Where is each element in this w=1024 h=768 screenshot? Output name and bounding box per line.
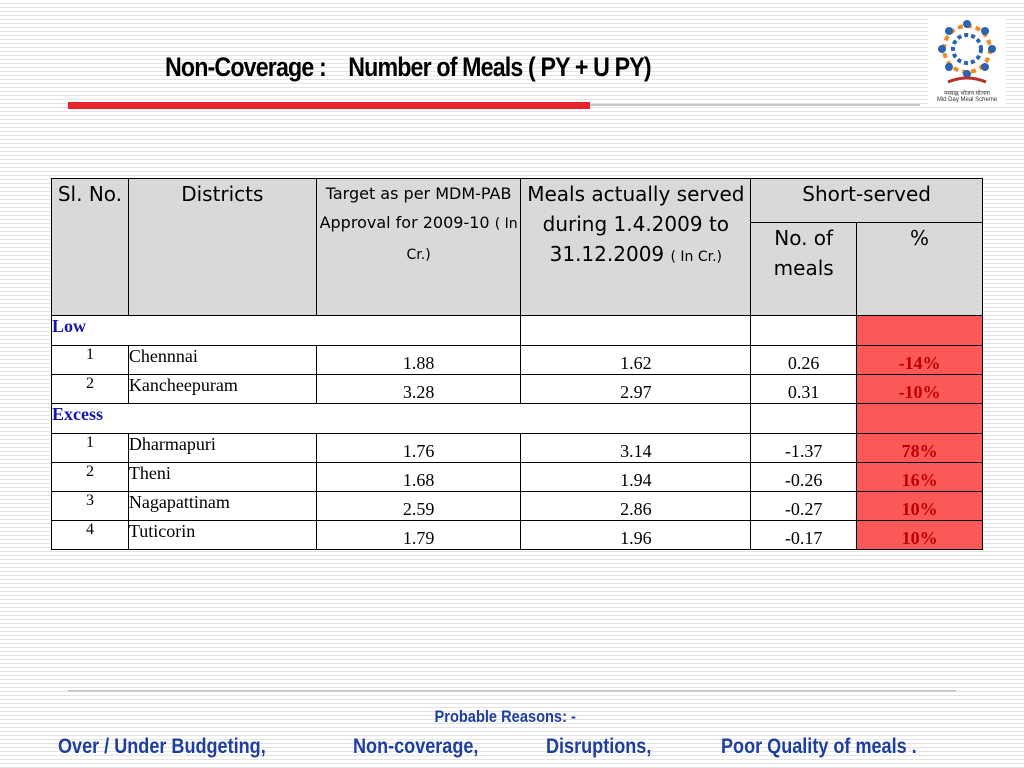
- title-underline-red: [68, 102, 590, 109]
- header-served: Meals actually served during 1.4.2009 to…: [520, 178, 752, 316]
- header-districts: Districts: [127, 178, 317, 316]
- cell-target: 2.59: [315, 491, 522, 521]
- empty-cell: [856, 403, 983, 434]
- reason-item: Over / Under Budgeting,: [58, 735, 266, 758]
- cell-target: 1.79: [315, 520, 522, 550]
- logo-text-english: Mid Day Meal Scheme: [936, 97, 998, 103]
- group-label-low: Low: [50, 315, 522, 346]
- empty-cell: [856, 315, 983, 346]
- cell-target: 1.68: [315, 462, 522, 492]
- header-served-unit: ( In Cr.): [670, 249, 723, 265]
- cell-percent: 10%: [856, 520, 983, 550]
- logo-text-hindi: मध्याह्न भोजन योजना: [944, 91, 990, 97]
- empty-cell: [750, 315, 858, 346]
- cell-sl: 1: [51, 433, 129, 463]
- table-row: 2 Theni 1.68 1.94 -0.26 16%: [51, 462, 983, 492]
- cell-served: 2.86: [520, 491, 752, 521]
- reason-item: Disruptions,: [546, 735, 652, 758]
- cell-district: Chennnai: [127, 345, 317, 375]
- meals-table: Sl. No. Districts Target as per MDM-PAB …: [50, 178, 983, 550]
- group-row-excess: Excess: [50, 403, 983, 434]
- cell-sl: 2: [51, 462, 129, 492]
- cell-sl: 3: [51, 491, 129, 521]
- cell-percent: 16%: [856, 462, 983, 492]
- table-row: 1 Dharmapuri 1.76 3.14 -1.37 78%: [51, 433, 983, 463]
- cell-short: 0.26: [750, 345, 858, 375]
- reasons-heading-text: Probable Reasons: -: [434, 707, 576, 726]
- cell-district: Tuticorin: [127, 520, 317, 550]
- cell-district: Theni: [127, 462, 317, 492]
- footer-divider: [68, 690, 956, 692]
- empty-cell: [520, 315, 752, 346]
- table-row: 2 Kancheepuram 3.28 2.97 0.31 -10%: [51, 374, 983, 404]
- table-row: 3 Nagapattinam 2.59 2.86 -0.27 10%: [51, 491, 983, 521]
- empty-cell: [750, 403, 858, 434]
- cell-short: -0.17: [750, 520, 858, 550]
- cell-percent: -14%: [856, 345, 983, 375]
- header-target-text: Target as per MDM-PAB Approval for 2009-…: [319, 184, 512, 232]
- cell-short: -0.26: [750, 462, 858, 492]
- cell-target: 3.28: [315, 374, 522, 404]
- header-served-text: Meals actually served during 1.4.2009 to…: [527, 182, 745, 266]
- cell-served: 1.96: [520, 520, 752, 550]
- cell-short: -0.27: [750, 491, 858, 521]
- cell-district: Kancheepuram: [127, 374, 317, 404]
- title-underline-grey: [590, 104, 920, 106]
- cell-short: -1.37: [750, 433, 858, 463]
- group-row-low: Low: [50, 315, 983, 346]
- table-row: 4 Tuticorin 1.79 1.96 -0.17 10%: [51, 520, 983, 550]
- cell-target: 1.76: [315, 433, 522, 463]
- cell-district: Dharmapuri: [127, 433, 317, 463]
- reason-item: Poor Quality of meals .: [721, 735, 917, 758]
- cell-served: 2.97: [520, 374, 752, 404]
- header-percent: %: [856, 222, 983, 316]
- group-label-excess: Excess: [50, 403, 752, 434]
- header-short-served: Short-served: [750, 178, 983, 223]
- header-no-of-meals: No. of meals: [750, 222, 858, 316]
- cell-sl: 1: [51, 345, 129, 375]
- cell-served: 1.62: [520, 345, 752, 375]
- cell-district: Nagapattinam: [127, 491, 317, 521]
- header-target: Target as per MDM-PAB Approval for 2009-…: [315, 178, 522, 316]
- table-row: 1 Chennnai 1.88 1.62 0.26 -14%: [51, 345, 983, 375]
- cell-target: 1.88: [315, 345, 522, 375]
- reason-item: Non-coverage,: [353, 735, 479, 758]
- reasons-heading: Probable Reasons: -: [0, 707, 1010, 727]
- mid-day-meal-logo-icon: मध्याह्न भोजन योजना Mid Day Meal Scheme: [928, 16, 1006, 106]
- cell-percent: 10%: [856, 491, 983, 521]
- header-sl-no: Sl. No.: [51, 178, 129, 316]
- cell-short: 0.31: [750, 374, 858, 404]
- slide-title: Non-Coverage : Number of Meals ( PY + U …: [165, 52, 652, 82]
- cell-percent: -10%: [856, 374, 983, 404]
- cell-served: 3.14: [520, 433, 752, 463]
- cell-percent: 78%: [856, 433, 983, 463]
- cell-sl: 2: [51, 374, 129, 404]
- cell-sl: 4: [51, 520, 129, 550]
- header-target-unit: ( In Cr.): [406, 216, 518, 263]
- cell-served: 1.94: [520, 462, 752, 492]
